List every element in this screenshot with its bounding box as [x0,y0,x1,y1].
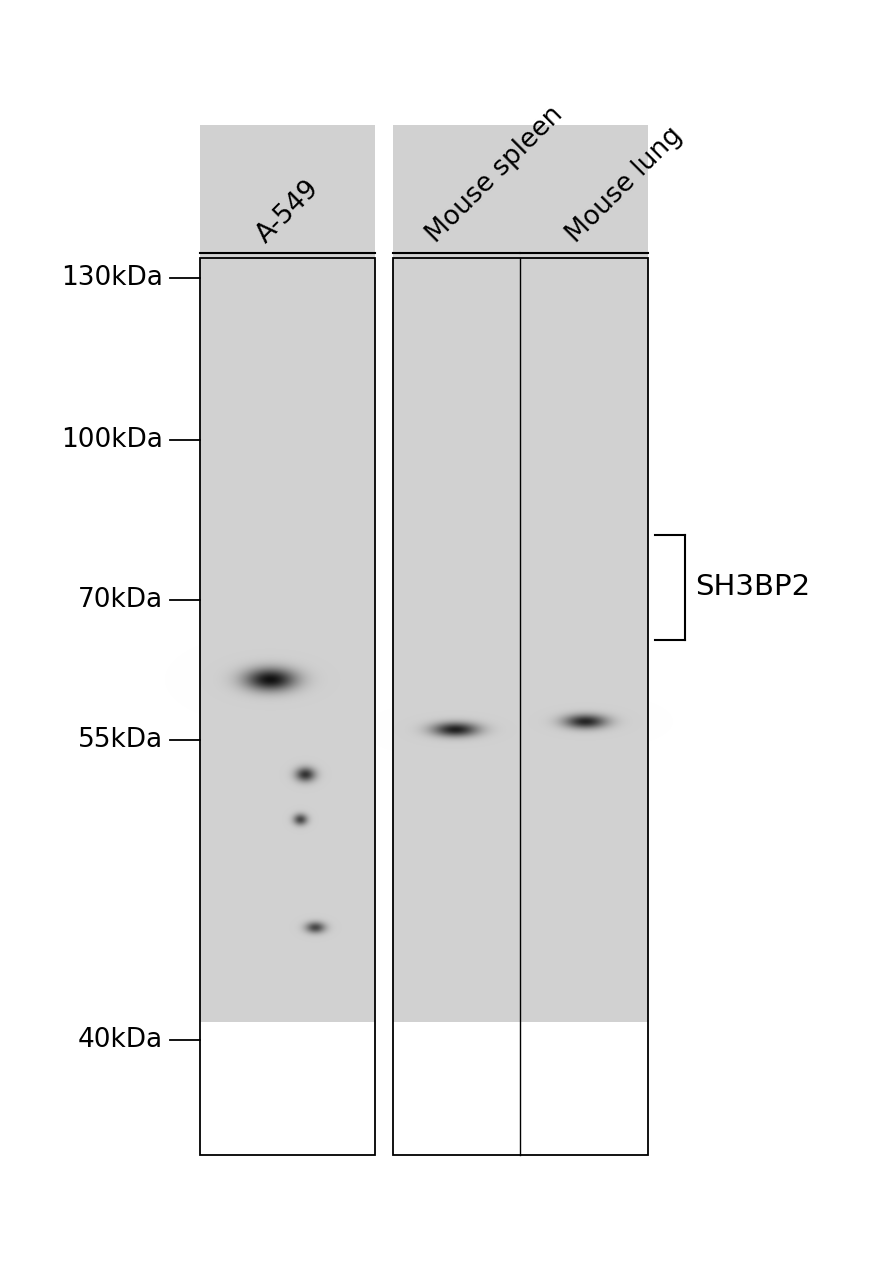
Text: 100kDa: 100kDa [61,428,163,453]
Text: 55kDa: 55kDa [78,727,163,753]
Bar [200,259,375,1155]
Text: Mouse spleen: Mouse spleen [422,101,568,248]
Bar [393,259,648,1155]
Text: 130kDa: 130kDa [61,265,163,291]
Text: A-549: A-549 [252,175,324,248]
Text: 40kDa: 40kDa [78,1027,163,1053]
Text: SH3BP2: SH3BP2 [695,573,810,602]
Text: Mouse lung: Mouse lung [562,122,687,248]
Text: 70kDa: 70kDa [78,588,163,613]
